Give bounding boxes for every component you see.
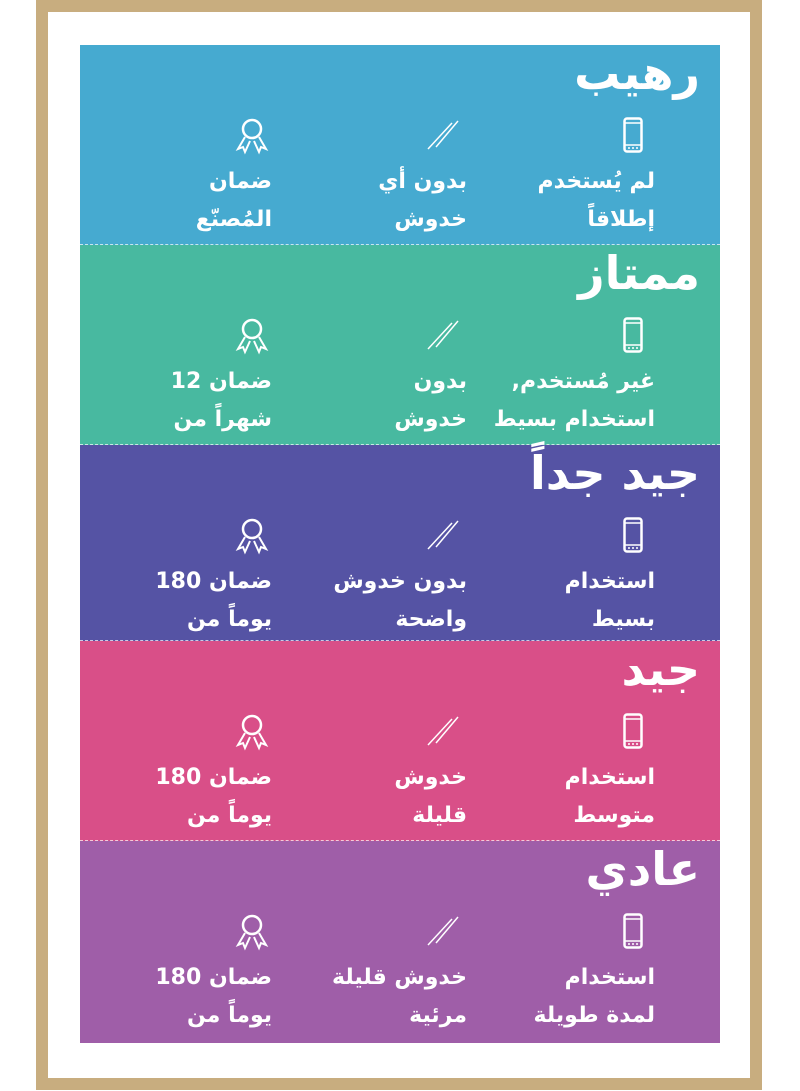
usage-column: استخدام لمدة طويلة [534, 913, 655, 1035]
scratch-lines-icon [332, 913, 467, 949]
warranty-line-1: ضمان [208, 169, 272, 194]
usage-line-2: بسيط [591, 607, 655, 632]
grade-band: رهيب لم يُستخدم إطلاقاً بدون أي خدوش ضما… [80, 45, 720, 245]
scratches-column: خدوش قليلة مرئية [332, 913, 467, 1035]
usage-line-2: إطلاقاً [587, 207, 655, 232]
grade-title: جيد جداً [529, 446, 700, 500]
warranty-column: ضمان 12 شهراً من [171, 317, 272, 439]
usage-line-1: استخدام [564, 765, 655, 790]
usage-column: استخدام متوسط [565, 713, 655, 835]
grade-band: عادي استخدام لمدة طويلة خدوش قليلة مرئية… [80, 841, 720, 1043]
scratches-column: بدون أي خدوش [378, 117, 467, 239]
award-ribbon-icon [155, 517, 272, 555]
smartphone-icon [534, 913, 655, 949]
usage-line-1: استخدام [564, 569, 655, 594]
scratches-line-1: خدوش قليلة [332, 965, 467, 990]
award-ribbon-icon [155, 713, 272, 751]
grade-band: ممتاز غير مُستخدم, استخدام بسيط بدون خدو… [80, 245, 720, 445]
warranty-column: ضمان المُصنّع [196, 117, 272, 239]
smartphone-icon [494, 317, 655, 353]
scratches-line-2: واضحة [395, 607, 467, 632]
scratches-line-1: بدون أي [378, 169, 467, 194]
grades-list: رهيب لم يُستخدم إطلاقاً بدون أي خدوش ضما… [80, 45, 720, 1043]
warranty-column: ضمان 180 يوماً من [155, 517, 272, 639]
warranty-column: ضمان 180 يوماً من [155, 713, 272, 835]
warranty-line-2: يوماً من [186, 1003, 272, 1028]
warranty-line-1: ضمان 180 [155, 765, 272, 790]
usage-column: لم يُستخدم إطلاقاً [537, 117, 656, 239]
grade-band: جيد استخدام متوسط خدوش قليلة ضمان 180 يو… [80, 641, 720, 841]
scratches-line-1: بدون [413, 369, 467, 394]
usage-line-2: استخدام بسيط [493, 407, 655, 432]
warranty-line-2: يوماً من [186, 607, 272, 632]
usage-line-2: متوسط [573, 803, 655, 828]
award-ribbon-icon [171, 317, 272, 355]
usage-line-2: لمدة طويلة [533, 1003, 655, 1028]
scratches-line-2: مرئية [409, 1003, 467, 1028]
warranty-column: ضمان 180 يوماً من [155, 913, 272, 1035]
scratches-line-2: خدوش [394, 407, 467, 432]
warranty-line-2: المُصنّع [195, 207, 272, 232]
usage-line-1: استخدام [564, 965, 655, 990]
warranty-line-1: ضمان 180 [155, 965, 272, 990]
grade-title: عادي [585, 842, 700, 896]
award-ribbon-icon [196, 117, 272, 155]
scratch-lines-icon [378, 117, 467, 153]
scratch-lines-icon [333, 517, 467, 553]
scratches-column: خدوش قليلة [394, 713, 467, 835]
grade-title: ممتاز [578, 246, 700, 300]
warranty-line-1: ضمان 12 [170, 369, 272, 394]
award-ribbon-icon [155, 913, 272, 951]
smartphone-icon [538, 117, 656, 153]
scratches-line-1: بدون خدوش [333, 569, 467, 594]
scratch-lines-icon [394, 713, 467, 749]
grade-title: رهيب [574, 46, 700, 100]
scratches-column: بدون خدوش [394, 317, 467, 439]
warranty-line-1: ضمان 180 [155, 569, 272, 594]
smartphone-icon [565, 713, 655, 749]
scratches-line-1: خدوش [394, 765, 467, 790]
grade-band: جيد جداً استخدام بسيط بدون خدوش واضحة ضم… [80, 445, 720, 641]
scratches-column: بدون خدوش واضحة [333, 517, 467, 639]
smartphone-icon [565, 517, 655, 553]
scratch-lines-icon [394, 317, 467, 353]
usage-column: استخدام بسيط [565, 517, 655, 639]
warranty-line-2: شهراً من [173, 407, 272, 432]
usage-line-1: لم يُستخدم [537, 169, 656, 194]
scratches-line-2: خدوش [394, 207, 467, 232]
usage-column: غير مُستخدم, استخدام بسيط [494, 317, 655, 439]
scratches-line-2: قليلة [412, 803, 467, 828]
usage-line-1: غير مُستخدم, [511, 369, 655, 394]
warranty-line-2: يوماً من [186, 803, 272, 828]
grade-title: جيد [621, 642, 700, 696]
